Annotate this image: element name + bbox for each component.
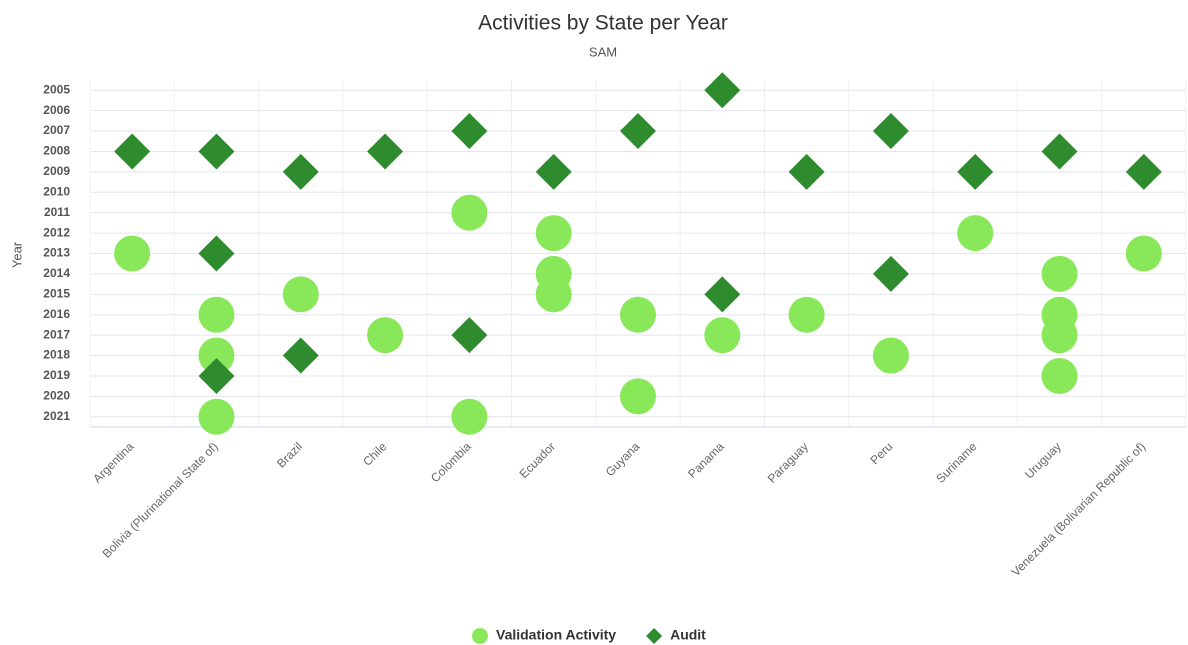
validation-point — [114, 235, 151, 272]
y-tick-label: 2018 — [43, 348, 70, 362]
audit-point — [282, 337, 319, 374]
x-tick-label: Suriname — [933, 439, 979, 485]
y-tick-label: 2014 — [43, 266, 70, 280]
y-tick-label: 2009 — [43, 164, 70, 178]
legend-label: Audit — [670, 627, 706, 643]
validation-point — [1125, 235, 1162, 272]
legend-marker — [472, 628, 488, 644]
x-tick-label: Ecuador — [517, 439, 559, 481]
y-tick-label: 2017 — [43, 327, 70, 341]
validation-point — [620, 378, 656, 415]
validation-point — [282, 276, 319, 313]
y-tick-label: 2007 — [43, 123, 70, 137]
audit-point — [535, 153, 572, 190]
x-tick-label: Panama — [685, 439, 727, 481]
y-tick-label: 2019 — [43, 368, 70, 382]
y-tick-label: 2012 — [43, 225, 70, 239]
y-tick-label: 2021 — [43, 409, 70, 423]
y-tick-label: 2010 — [43, 184, 70, 198]
validation-point — [1041, 255, 1078, 292]
audit-point — [282, 153, 319, 190]
audit-point — [198, 133, 235, 170]
y-tick-label: 2008 — [43, 144, 70, 158]
validation-point — [1041, 317, 1078, 354]
audit-point — [114, 133, 151, 170]
validation-point — [872, 337, 909, 374]
y-tick-label: 2011 — [44, 205, 70, 219]
validation-point — [1041, 357, 1078, 394]
validation-point — [535, 215, 572, 252]
audit-point — [451, 113, 488, 150]
validation-point — [198, 296, 235, 333]
validation-point — [451, 398, 488, 435]
audit-point — [704, 276, 741, 313]
validation-point — [198, 398, 235, 435]
audit-point — [451, 317, 488, 354]
x-tick-label: Paraguay — [765, 439, 811, 485]
audit-point — [1125, 153, 1162, 190]
y-tick-label: 2005 — [43, 82, 70, 96]
y-axis-title: Year — [9, 241, 24, 268]
y-tick-label: 2006 — [43, 103, 70, 117]
audit-point — [367, 133, 404, 170]
chart-subtitle: SAM — [589, 44, 617, 59]
validation-point — [367, 317, 404, 354]
validation-point — [198, 337, 235, 374]
y-tick-label: 2016 — [43, 307, 70, 321]
validation-point — [704, 317, 741, 354]
x-tick-label: Argentina — [90, 439, 136, 485]
x-tick-label: Chile — [360, 439, 389, 468]
validation-point — [451, 194, 488, 231]
y-tick-label: 2015 — [43, 286, 70, 300]
x-tick-label: Brazil — [274, 439, 305, 470]
validation-point — [535, 276, 572, 313]
audit-point — [198, 357, 235, 394]
x-tick-label: Venezuela (Bolivarian Republic of) — [1009, 439, 1149, 579]
audit-point — [788, 153, 825, 190]
x-tick-label: Guyana — [603, 439, 643, 479]
audit-point — [198, 235, 235, 272]
legend-label: Validation Activity — [496, 627, 616, 643]
x-tick-label: Uruguay — [1022, 439, 1064, 481]
validation-point — [788, 296, 825, 333]
x-tick-label: Peru — [867, 439, 895, 467]
chart-title: Activities by State per Year — [478, 12, 728, 35]
validation-point — [957, 215, 994, 252]
audit-point — [872, 113, 909, 150]
audit-point — [620, 113, 656, 150]
legend-marker — [646, 628, 663, 644]
audit-point — [704, 72, 741, 109]
audit-point — [1041, 133, 1078, 170]
x-tick-label: Colombia — [428, 439, 474, 485]
audit-point — [872, 255, 909, 292]
y-tick-label: 2013 — [43, 246, 70, 260]
y-tick-label: 2020 — [43, 389, 70, 403]
validation-point — [620, 296, 656, 333]
audit-point — [957, 153, 994, 190]
